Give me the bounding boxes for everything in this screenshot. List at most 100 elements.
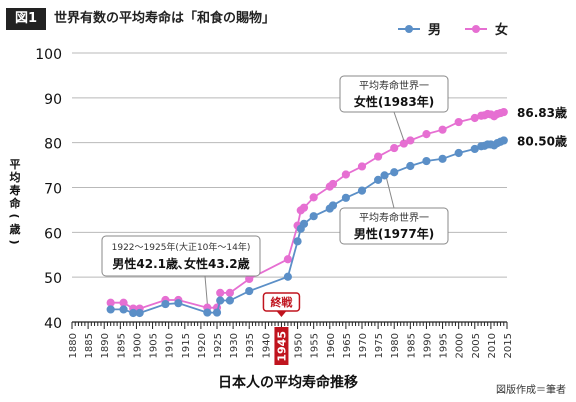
- data-point: [106, 305, 115, 314]
- legend-label: 女: [495, 22, 508, 38]
- data-point: [328, 179, 338, 189]
- x-tick-label: 1975: [374, 333, 385, 358]
- x-tick-label: 1920: [197, 333, 208, 358]
- y-axis-label-char: 命: [9, 196, 22, 210]
- data-point: [438, 125, 447, 134]
- x-tick-label: 1885: [84, 333, 95, 358]
- data-point: [309, 193, 318, 202]
- female-record-pointer: [393, 111, 405, 141]
- female-end-value: 86.83歳: [517, 105, 567, 120]
- credit-note: 図版作成＝筆者: [496, 385, 566, 396]
- male-record-line2: 男性(1977年): [354, 226, 434, 241]
- female-record-line2: 女性(1983年): [354, 94, 434, 109]
- y-axis-label-char: (: [8, 213, 21, 218]
- figure-title: 世界有数の平均寿命は「和食の賜物」: [54, 11, 276, 26]
- x-tick-label: 1985: [406, 333, 417, 358]
- legend-swatch-marker: [472, 25, 480, 33]
- x-tick-label: 1930: [229, 333, 240, 358]
- data-point: [216, 296, 225, 305]
- x-tick-label: 1915: [181, 333, 192, 358]
- data-point: [390, 168, 399, 177]
- data-point: [499, 107, 508, 117]
- data-point: [283, 272, 292, 281]
- y-tick-label: 100: [35, 47, 62, 63]
- data-point: [357, 162, 367, 171]
- data-point: [225, 296, 234, 305]
- data-point: [438, 154, 447, 163]
- y-axis-label-char: ): [8, 239, 21, 244]
- prewar-pointer: [204, 275, 208, 304]
- data-point: [454, 148, 463, 158]
- male-record-pointer: [386, 178, 395, 209]
- data-point: [357, 186, 367, 195]
- prewar-line1: 1922〜1925年(大正10年〜14年): [112, 241, 251, 253]
- data-point: [422, 130, 431, 139]
- data-point: [161, 299, 170, 309]
- male-end-value: 80.50歳: [517, 133, 567, 148]
- data-point: [119, 298, 128, 307]
- x-tick-label: 1910: [165, 333, 176, 358]
- x-tick-label: 1980: [390, 333, 401, 358]
- x-tick-label: 1890: [100, 333, 111, 358]
- data-point: [293, 237, 302, 246]
- data-point: [341, 170, 350, 179]
- y-tick-label: 60: [44, 226, 62, 242]
- data-point: [174, 299, 183, 308]
- y-tick-label: 50: [44, 271, 62, 287]
- chart-caption: 日本人の平均寿命推移: [218, 375, 358, 391]
- figure-number-badge: 図1: [6, 8, 46, 30]
- data-point: [216, 288, 225, 297]
- x-tick-label: 2015: [503, 333, 514, 358]
- y-axis-label-char: 寿: [10, 183, 21, 197]
- data-point: [203, 308, 212, 317]
- data-point: [245, 286, 254, 296]
- legend: 男女: [398, 22, 508, 38]
- data-point: [422, 156, 431, 166]
- data-point: [499, 136, 508, 145]
- y-tick-label: 80: [44, 137, 62, 153]
- x-tick-label: 1965: [342, 333, 353, 358]
- x-tick-label: 1900: [132, 333, 143, 358]
- female-record-line1: 平均寿命世界一: [359, 79, 429, 92]
- y-axis-label-char: 歳: [10, 222, 21, 236]
- data-point: [406, 136, 415, 145]
- x-tick-label: 1970: [358, 333, 369, 358]
- data-point: [406, 161, 415, 171]
- prewar-callout: [101, 235, 261, 277]
- legend-swatch-marker: [405, 25, 413, 33]
- x-tick-label: 1940: [261, 333, 272, 358]
- axis-layer: 40 50 60 70 80 90 100 1880 1885 1890 1895 1900 1905 1…: [8, 47, 514, 365]
- x-tick-label: 1905: [149, 333, 160, 358]
- x-tick-label: 1960: [326, 333, 337, 358]
- x-tick-label: 1895: [116, 333, 127, 358]
- data-point: [328, 201, 338, 210]
- y-axis-label-char: 均: [10, 170, 21, 184]
- y-tick-label: 40: [44, 316, 62, 332]
- war-year-label: 1945: [275, 331, 288, 362]
- war-year-box: [274, 327, 289, 365]
- y-tick-label: 70: [44, 182, 62, 198]
- data-point: [135, 308, 144, 318]
- x-tick-label: 1955: [310, 333, 321, 358]
- x-tick-label: 1925: [213, 333, 224, 358]
- male-record-line1: 平均寿命世界一: [359, 211, 429, 224]
- data-point: [380, 171, 389, 180]
- series-layer: [106, 107, 508, 318]
- data-point: [374, 175, 383, 184]
- legend-label: 男: [428, 23, 441, 38]
- data-point: [299, 203, 309, 212]
- data-point: [309, 212, 318, 221]
- x-tick-label: 1990: [422, 333, 433, 358]
- prewar-line2: 男性42.1歳､女性43.2歳: [112, 256, 249, 271]
- x-tick-label: 2005: [471, 333, 482, 358]
- data-point: [119, 305, 128, 314]
- x-tick-label: 2010: [487, 333, 498, 358]
- data-point: [106, 298, 115, 307]
- y-axis-label-char: 平: [10, 158, 21, 171]
- data-point: [390, 143, 399, 153]
- war-callout-label: 終戦: [270, 295, 293, 309]
- war-callout-pointer: [276, 311, 287, 317]
